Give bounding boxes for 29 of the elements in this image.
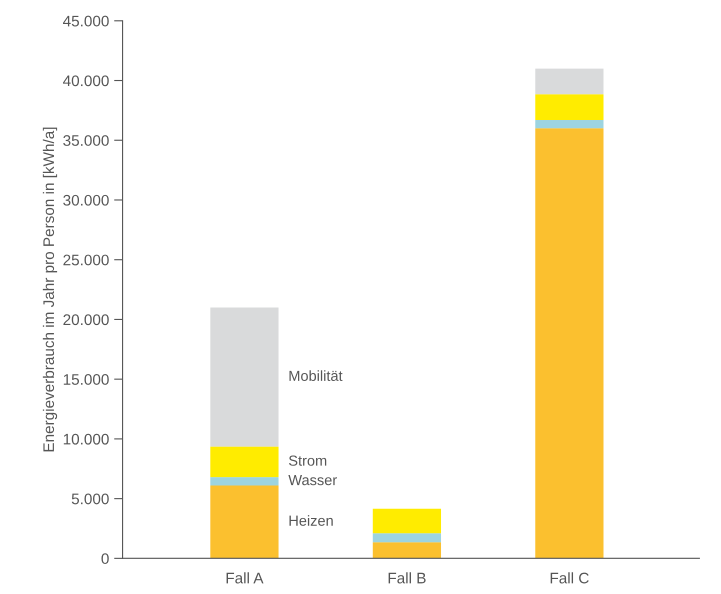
bar [210, 307, 279, 447]
y-tick-label: 20.000 [63, 314, 109, 326]
x-tick-label: Fall B [388, 572, 426, 584]
bar [535, 94, 604, 120]
y-axis-title: Energieverbrauch im Jahr pro Person in [kWh/a] [42, 128, 58, 452]
y-tick-label: 30.000 [63, 194, 109, 206]
bar [372, 542, 442, 558]
bar [372, 508, 442, 534]
y-tick-label: 25.000 [63, 254, 109, 266]
y-tick-label: 5.000 [72, 494, 109, 504]
series-label: Mobilität [289, 370, 342, 381]
bar [372, 533, 442, 542]
y-tick-label: 35.000 [63, 135, 109, 146]
y-tick-label: 45.000 [63, 16, 109, 26]
x-tick-label: Fall C [550, 572, 589, 584]
bar [210, 446, 279, 478]
x-tick-label: Fall A [226, 572, 264, 584]
series-label: Wasser [288, 475, 337, 486]
bar [535, 128, 604, 558]
bar [210, 477, 279, 486]
bar [535, 68, 604, 94]
bar [535, 120, 604, 128]
y-tick-label: 0 [101, 553, 109, 564]
series-label: Heizen [289, 515, 333, 526]
y-tick-label: 10.000 [64, 434, 109, 445]
series-label: Strom [288, 455, 326, 466]
y-tick-label: 15.000 [64, 374, 109, 385]
bar [210, 485, 279, 558]
y-tick-label: 40.000 [63, 75, 109, 86]
